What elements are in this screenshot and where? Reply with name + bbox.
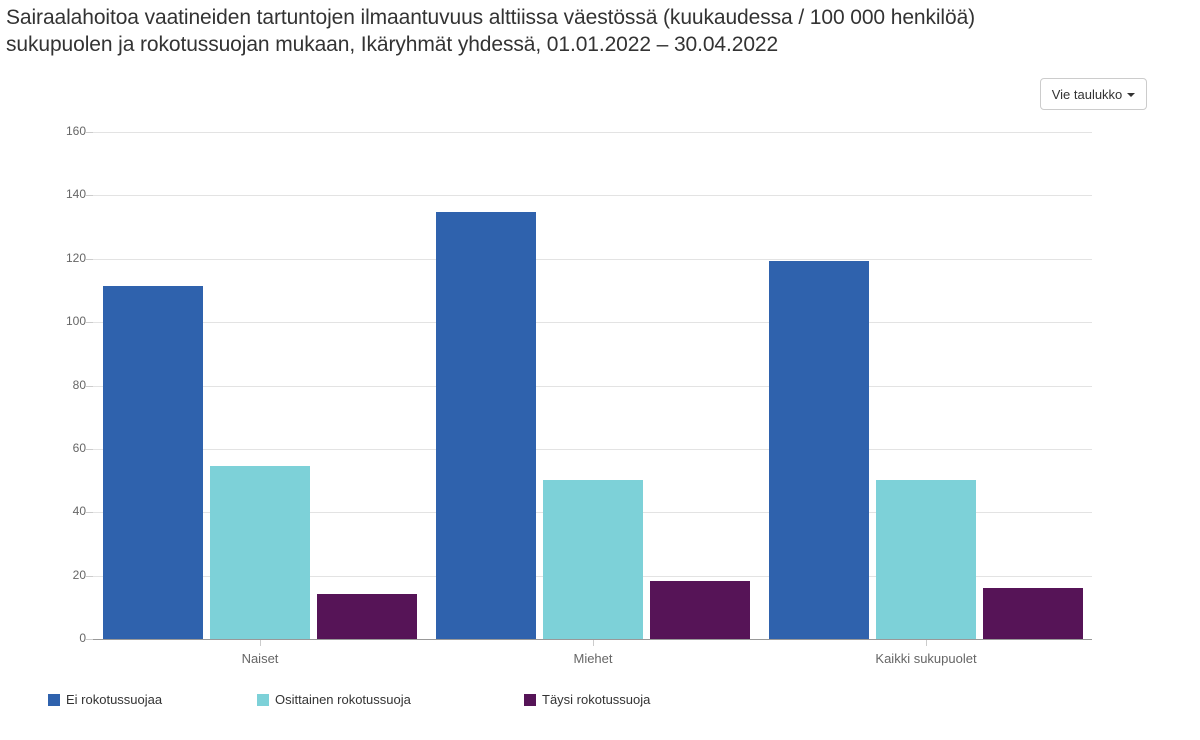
chart-title-line-2: sukupuolen ja rokotussuojan mukaan, Ikär… (6, 33, 779, 56)
y-tick-mark (86, 259, 93, 260)
legend-item[interactable]: Ei rokotussuojaa (48, 692, 162, 707)
y-tick-label: 80 (72, 378, 86, 392)
legend-swatch-icon (524, 693, 536, 706)
legend-item[interactable]: Osittainen rokotussuoja (257, 692, 411, 707)
x-tick-mark (926, 640, 927, 646)
gridline (93, 386, 1092, 387)
gridline (93, 449, 1092, 450)
bar-kaikki-sukupuolet-series-0[interactable] (769, 261, 869, 639)
chart-title: Sairaalahoitoa vaatineiden tartuntojen i… (6, 4, 1156, 58)
x-category-label: Miehet (573, 651, 613, 666)
legend-swatch-icon (48, 693, 60, 706)
y-tick-mark (86, 322, 93, 323)
bar-naiset-series-0[interactable] (103, 286, 203, 639)
y-tick-label: 100 (65, 314, 86, 328)
y-tick-label: 120 (65, 251, 86, 265)
x-category-label: Naiset (241, 651, 279, 666)
legend-swatch-icon (257, 693, 269, 706)
x-category-label: Kaikki sukupuolet (875, 651, 977, 666)
y-tick-label: 40 (72, 504, 86, 518)
gridline (93, 195, 1092, 196)
y-tick-mark (86, 639, 93, 640)
bar-naiset-series-1[interactable] (210, 466, 310, 639)
chart-title-line-1: Sairaalahoitoa vaatineiden tartuntojen i… (6, 6, 976, 29)
y-tick-mark (86, 449, 93, 450)
y-tick-label: 0 (79, 631, 86, 645)
y-tick-mark (86, 512, 93, 513)
y-tick-mark (86, 576, 93, 577)
export-table-label: Vie taulukko (1051, 86, 1123, 102)
bar-kaikki-sukupuolet-series-1[interactable] (876, 480, 976, 639)
bar-miehet-series-1[interactable] (543, 480, 643, 639)
gridline (93, 259, 1092, 260)
x-tick-mark (593, 640, 594, 646)
y-tick-mark (86, 195, 93, 196)
y-tick-mark (86, 386, 93, 387)
x-axis-line (93, 639, 1092, 640)
bar-kaikki-sukupuolet-series-2[interactable] (983, 588, 1083, 639)
bar-miehet-series-0[interactable] (436, 212, 536, 639)
chart-legend: Ei rokotussuojaa Osittainen rokotussuoja T… (48, 692, 848, 708)
y-tick-label: 160 (65, 124, 86, 138)
export-table-button[interactable]: Vie taulukko (1040, 78, 1147, 110)
y-tick-label: 60 (72, 441, 86, 455)
legend-label: Osittainen rokotussuoja (275, 692, 411, 707)
gridline (93, 322, 1092, 323)
y-tick-label: 140 (65, 187, 86, 201)
x-tick-mark (260, 640, 261, 646)
caret-down-icon (1127, 92, 1136, 97)
gridline (93, 132, 1092, 133)
y-tick-label: 20 (72, 568, 86, 582)
legend-label: Täysi rokotussuoja (542, 692, 651, 707)
legend-item[interactable]: Täysi rokotussuoja (524, 692, 650, 707)
legend-label: Ei rokotussuojaa (66, 692, 163, 707)
y-tick-mark (86, 132, 93, 133)
bar-miehet-series-2[interactable] (650, 581, 750, 639)
bar-naiset-series-2[interactable] (317, 594, 417, 639)
